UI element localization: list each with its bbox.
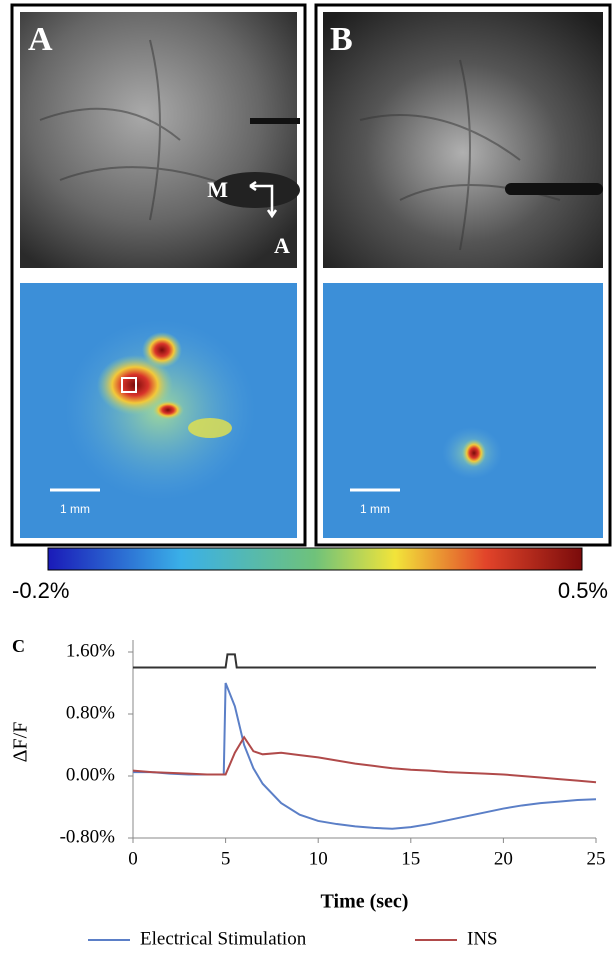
x-tick-label: 20 <box>494 848 513 869</box>
x-tick-label: 15 <box>401 848 420 869</box>
panel-label: B <box>330 21 353 58</box>
scale-label: 1 mm <box>360 502 390 516</box>
series-line <box>133 682 597 830</box>
y-tick-label: 0.80% <box>66 702 115 723</box>
scale-label: 1 mm <box>60 502 90 516</box>
arrow-label: M <box>207 177 228 202</box>
colorbar <box>47 547 583 571</box>
panel-a <box>10 3 307 547</box>
x-tick-label: 5 <box>221 848 231 869</box>
y-tick-label: 0.00% <box>66 764 115 785</box>
x-tick-label: 0 <box>128 848 138 869</box>
arrow-label: A <box>274 233 290 258</box>
y-tick-label: 1.60% <box>66 640 115 661</box>
legend-label: Electrical Stimulation <box>140 928 307 949</box>
colorbar-label: -0.2% <box>12 578 69 603</box>
y-axis-label: ΔF/F <box>10 722 32 763</box>
x-tick-label: 10 <box>309 848 328 869</box>
series-line <box>132 735 597 784</box>
x-tick-label: 25 <box>587 848 606 869</box>
panel-b <box>314 3 612 547</box>
y-tick-label: -0.80% <box>60 826 116 847</box>
colorbar-label: 0.5% <box>558 578 608 603</box>
stimulus-trace <box>133 653 596 669</box>
panel-label: A <box>28 21 53 58</box>
legend-label: INS <box>467 928 498 949</box>
panel-label: C <box>12 636 25 656</box>
x-axis-label: Time (sec) <box>321 891 409 913</box>
